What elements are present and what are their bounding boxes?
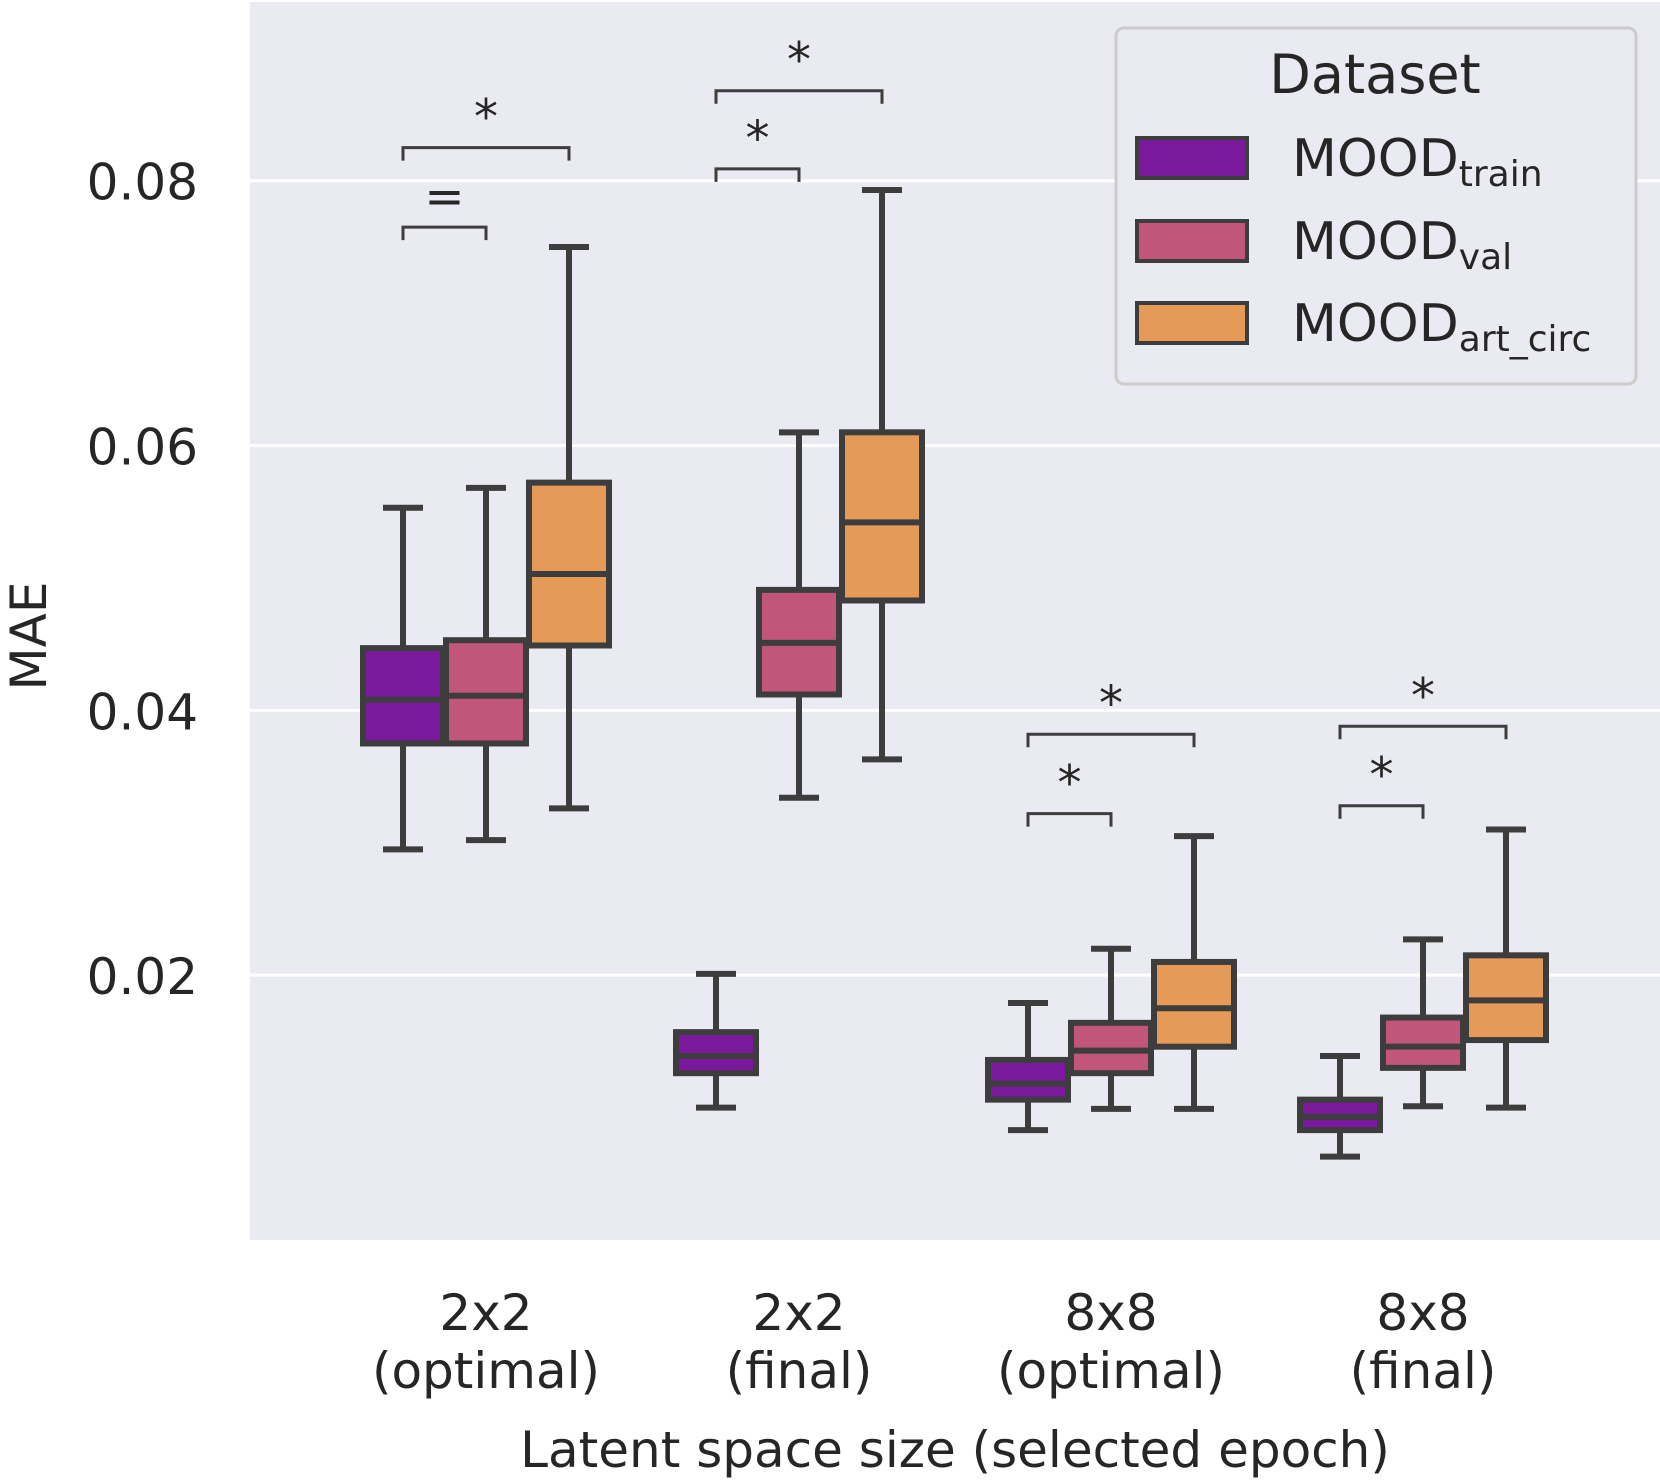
- y-tick-label: 0.06: [87, 419, 198, 477]
- bracket-line: [714, 89, 884, 104]
- significance-bracket: *: [714, 33, 884, 104]
- boxes: [360, 187, 1549, 1160]
- legend: Dataset MOODtrain MOODval MOODart_circ: [1114, 26, 1638, 386]
- x-axis-label: Latent space size (selected epoch): [520, 1421, 1390, 1479]
- box-MOODval-3: [1380, 936, 1466, 1110]
- box-MOODtrain-2: [985, 999, 1071, 1134]
- significance-bracket: *: [1338, 668, 1508, 740]
- x-tick-label-line1: 2x2: [439, 1284, 532, 1342]
- y-axis-label: MAE: [0, 582, 58, 691]
- legend-swatch: [1135, 136, 1249, 180]
- box-MOODart_circ-3: [1463, 826, 1549, 1111]
- significance-label: *: [1058, 756, 1082, 812]
- significance-annotations: =* ******: [401, 33, 1508, 827]
- x-tick-label-line1: 8x8: [1376, 1284, 1469, 1342]
- legend-entry: MOODtrain: [1135, 129, 1543, 195]
- significance-label: =: [424, 169, 464, 225]
- legend-entry: MOODart_circ: [1135, 294, 1591, 360]
- iqr-box: [1380, 1014, 1466, 1071]
- iqr-box: [360, 645, 446, 747]
- significance-bracket: *: [1026, 756, 1113, 827]
- iqr-box: [443, 637, 529, 747]
- x-tick-label-line1: 8x8: [1064, 1284, 1157, 1342]
- x-tick-label-line1: 2x2: [752, 1284, 845, 1342]
- legend-label: MOODtrain: [1292, 129, 1543, 195]
- iqr-box: [673, 1029, 759, 1077]
- legend-entry: MOODval: [1135, 212, 1512, 278]
- legend-entries: MOODtrain MOODval MOODart_circ: [1135, 129, 1591, 360]
- y-tick-label: 0.08: [87, 154, 198, 212]
- x-tick-label-line2: (final): [726, 1342, 873, 1400]
- bracket-line: [1338, 724, 1508, 740]
- y-tick-labels: 0.02 0.04 0.06 0.08: [87, 154, 198, 1006]
- x-tick-label-line2: (final): [1350, 1342, 1497, 1400]
- iqr-box: [1151, 958, 1237, 1050]
- significance-bracket: *: [1338, 748, 1425, 819]
- x-tick-label-line2: (optimal): [997, 1342, 1225, 1400]
- significance-bracket: *: [714, 111, 801, 182]
- significance-bracket: =: [401, 169, 488, 241]
- box-MOODtrain-1: [673, 970, 759, 1111]
- box-MOODval-1: [756, 429, 842, 801]
- significance-label: *: [1370, 748, 1394, 804]
- legend-swatch: [1135, 219, 1249, 263]
- legend-title: Dataset: [1269, 43, 1480, 106]
- box-MOODtrain-3: [1297, 1052, 1383, 1160]
- iqr-box: [526, 479, 612, 649]
- bracket-line: [401, 225, 488, 241]
- bracket-line: [1338, 804, 1425, 819]
- significance-label: *: [787, 33, 811, 89]
- legend-label: MOODval: [1292, 212, 1512, 278]
- box-MOODart_circ-1: [839, 187, 925, 763]
- bracket-line: [401, 146, 571, 161]
- y-tick-label: 0.04: [87, 683, 198, 741]
- box-MOODtrain-0: [360, 504, 446, 853]
- significance-label: *: [1411, 668, 1435, 724]
- x-tick-label-line2: (optimal): [372, 1342, 600, 1400]
- significance-bracket: *: [401, 90, 571, 161]
- significance-label: *: [746, 111, 770, 167]
- significance-bracket: *: [1026, 676, 1196, 748]
- significance-label: *: [1099, 676, 1123, 732]
- legend-label: MOODart_circ: [1292, 294, 1591, 360]
- box-MOODval-2: [1068, 945, 1154, 1112]
- box-MOODart_circ-2: [1151, 833, 1237, 1112]
- bracket-line: [714, 167, 801, 182]
- iqr-box: [985, 1056, 1071, 1103]
- y-tick-label: 0.02: [87, 948, 198, 1006]
- box-MOODart_circ-0: [526, 243, 612, 812]
- legend-swatch: [1135, 301, 1249, 345]
- legend-frame: [1114, 26, 1638, 386]
- significance-label: *: [474, 90, 498, 146]
- iqr-box: [839, 429, 925, 604]
- bracket-line: [1026, 732, 1196, 748]
- box-MOODval-0: [443, 484, 529, 844]
- bracket-line: [1026, 812, 1113, 827]
- x-tick-labels: 2x2(optimal)2x2(final)8x8(optimal)8x8(fi…: [372, 1284, 1496, 1400]
